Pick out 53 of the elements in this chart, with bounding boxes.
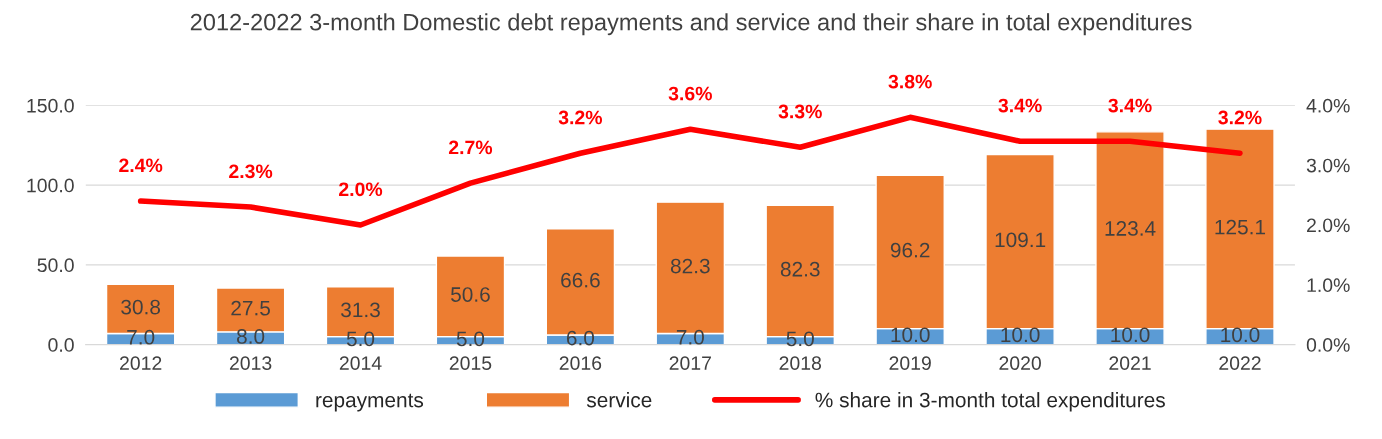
data-label: 66.6 [561,272,600,288]
data-label: 27.5 [231,300,270,316]
data-label: 3.4% [1108,98,1152,113]
data-label: 2.4% [119,158,163,173]
data-label: 109.1 [995,232,1046,248]
data-label: 7.0 [127,329,155,345]
y2-tick-label: 4.0% [1306,98,1350,113]
data-label: 50.6 [451,287,490,302]
data-label: 10.0 [891,327,930,343]
y-tick-label: 150.0 [27,98,74,113]
data-label: 3.8% [888,74,932,89]
data-label: 3.6% [668,86,712,101]
y2-tick-label: 3.0% [1306,158,1350,173]
y-tick-label: 100.0 [27,178,74,193]
y-tick-label: 50.0 [37,258,74,273]
y2-tick-label: 1.0% [1307,278,1350,293]
data-label: 2.3% [229,164,273,179]
x-tick-label: 2021 [1109,356,1151,371]
data-label: 3.4% [998,98,1042,113]
data-label: 3.2% [1218,110,1262,125]
data-label: 7.0 [676,329,704,345]
legend-label: repayments [316,393,424,412]
legend-label: service [586,392,652,408]
data-label: 96.2 [890,242,930,258]
data-label: 30.8 [121,299,161,315]
x-tick-label: 2018 [779,356,822,371]
x-tick-label: 2012 [120,356,162,371]
data-label: 123.4 [1105,221,1156,236]
data-label: 125.1 [1215,219,1266,235]
x-tick-label: 2019 [889,356,931,371]
data-label: 31.3 [341,302,380,318]
x-tick-label: 2017 [669,356,711,371]
data-label: 82.3 [780,261,820,277]
x-tick-label: 2014 [339,356,382,371]
data-label: 2.7% [448,140,493,155]
legend-label: % share in 3-month total expenditures [815,392,1165,412]
y2-tick-label: 0.0% [1306,338,1350,352]
x-tick-label: 2020 [999,356,1041,371]
data-label: 10.0 [1001,327,1040,343]
data-label: 10.0 [1111,327,1150,343]
data-label: 3.2% [558,110,603,125]
data-label: 8.0 [237,329,265,344]
data-label: 10.0 [1221,327,1260,343]
x-tick-label: 2013 [229,356,272,371]
data-label: 3.3% [778,104,822,119]
chart-title: 2012-2022 3-month Domestic debt repayments and service and their share in total expenditures [190,13,1192,36]
x-tick-label: 2015 [449,356,492,371]
data-label: 2.0% [339,182,383,197]
x-tick-label: 2016 [559,356,602,371]
x-tick-label: 2022 [1219,356,1261,371]
y2-tick-label: 2.0% [1307,218,1350,233]
y-tick-label: 0.0 [48,338,74,352]
data-label: 82.3 [670,258,710,274]
